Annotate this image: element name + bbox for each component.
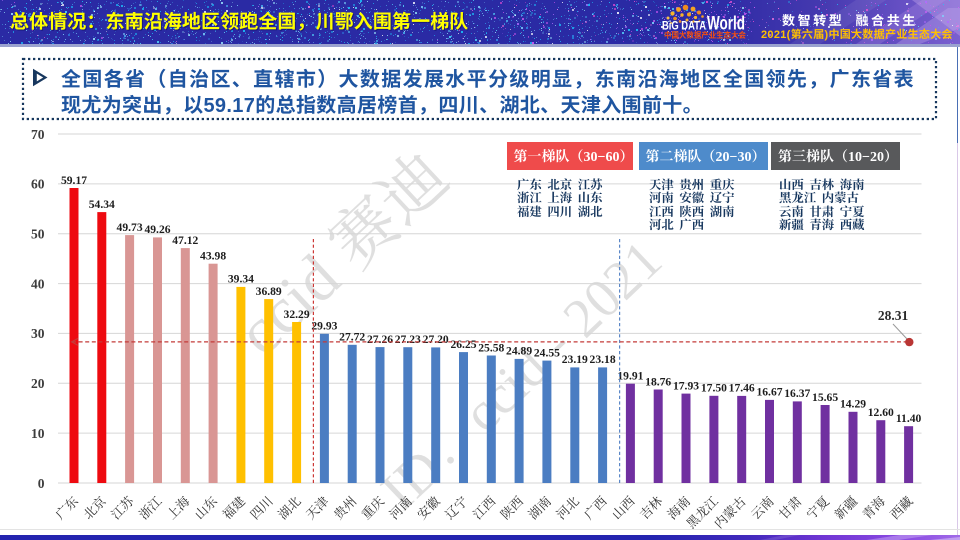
svg-text:安徽: 安徽	[412, 491, 444, 523]
svg-text:16.67: 16.67	[756, 386, 782, 399]
svg-text:20: 20	[31, 372, 45, 392]
svg-text:河北: 河北	[551, 491, 583, 523]
svg-text:27.26: 27.26	[367, 333, 393, 346]
svg-text:四川: 四川	[245, 491, 277, 523]
svg-text:云南: 云南	[746, 491, 778, 523]
svg-text:14.29: 14.29	[840, 398, 866, 411]
svg-text:18.76: 18.76	[645, 375, 671, 388]
svg-text:36.89: 36.89	[256, 285, 282, 298]
svg-text:40: 40	[31, 272, 45, 292]
svg-text:27.20: 27.20	[423, 333, 449, 346]
svg-text:50: 50	[31, 223, 45, 243]
svg-text:19.91: 19.91	[617, 370, 643, 383]
svg-text:28.31: 28.31	[878, 308, 909, 323]
svg-text:17.93: 17.93	[673, 379, 699, 392]
svg-text:10: 10	[31, 422, 45, 442]
svg-text:青海: 青海	[857, 491, 889, 523]
svg-text:贵州: 贵州	[328, 491, 360, 523]
svg-text:39.34: 39.34	[228, 273, 254, 286]
svg-text:天津: 天津	[301, 491, 333, 523]
svg-text:23.19: 23.19	[562, 353, 588, 366]
svg-text:福建: 福建	[217, 491, 249, 523]
svg-text:吉林: 吉林	[634, 491, 666, 523]
svg-text:广东: 广东	[50, 491, 82, 523]
svg-text:宁夏: 宁夏	[801, 491, 833, 523]
svg-text:27.23: 27.23	[395, 333, 421, 346]
svg-text:15.65: 15.65	[812, 391, 838, 404]
svg-text:浙江: 浙江	[134, 491, 166, 523]
svg-text:中国大数据产业生态大会: 中国大数据产业生态大会	[664, 29, 747, 41]
svg-text:江西: 江西	[468, 491, 500, 523]
svg-text:重庆: 重庆	[356, 491, 388, 523]
svg-text:49.73: 49.73	[117, 221, 143, 234]
svg-text:49.26: 49.26	[144, 223, 170, 236]
svg-text:上海: 上海	[162, 491, 194, 523]
svg-text:24.89: 24.89	[506, 345, 532, 358]
svg-text:山西: 山西	[607, 491, 639, 523]
svg-text:43.98: 43.98	[200, 250, 226, 263]
svg-text:辽宁: 辽宁	[440, 491, 472, 523]
svg-text:27.72: 27.72	[339, 331, 365, 344]
svg-text:30: 30	[31, 322, 45, 342]
svg-text:47.12: 47.12	[172, 234, 198, 247]
svg-text:32.29: 32.29	[284, 308, 310, 321]
svg-text:24.55: 24.55	[534, 346, 560, 359]
svg-text:23.18: 23.18	[590, 353, 616, 366]
svg-text:17.46: 17.46	[729, 382, 755, 395]
svg-text:陕西: 陕西	[495, 491, 527, 523]
svg-text:湖北: 湖北	[273, 491, 305, 523]
svg-text:湖南: 湖南	[523, 491, 555, 523]
svg-text:25.58: 25.58	[478, 341, 504, 354]
svg-text:12.60: 12.60	[868, 406, 894, 419]
svg-text:新疆: 新疆	[829, 491, 861, 523]
svg-text:54.34: 54.34	[89, 198, 115, 211]
svg-text:11.40: 11.40	[896, 412, 922, 425]
svg-text:甘肃: 甘肃	[774, 491, 806, 523]
svg-text:70: 70	[31, 123, 45, 143]
svg-text:山东: 山东	[189, 491, 221, 523]
svg-text:0: 0	[38, 472, 45, 492]
svg-text:内蒙古: 内蒙古	[709, 491, 750, 532]
svg-text:26.25: 26.25	[450, 338, 476, 351]
svg-text:16.37: 16.37	[784, 387, 810, 400]
svg-text:59.17: 59.17	[61, 174, 87, 187]
svg-text:河南: 河南	[384, 491, 416, 523]
svg-text:北京: 北京	[78, 491, 110, 523]
svg-text:60: 60	[31, 173, 45, 193]
svg-text:17.50: 17.50	[701, 382, 727, 395]
svg-text:29.93: 29.93	[311, 320, 337, 333]
svg-text:World: World	[707, 13, 745, 35]
svg-text:西藏: 西藏	[885, 491, 917, 523]
svg-text:广西: 广西	[579, 491, 611, 523]
svg-text:江苏: 江苏	[106, 491, 138, 523]
svg-text:BiG DATA: BiG DATA	[662, 21, 706, 33]
